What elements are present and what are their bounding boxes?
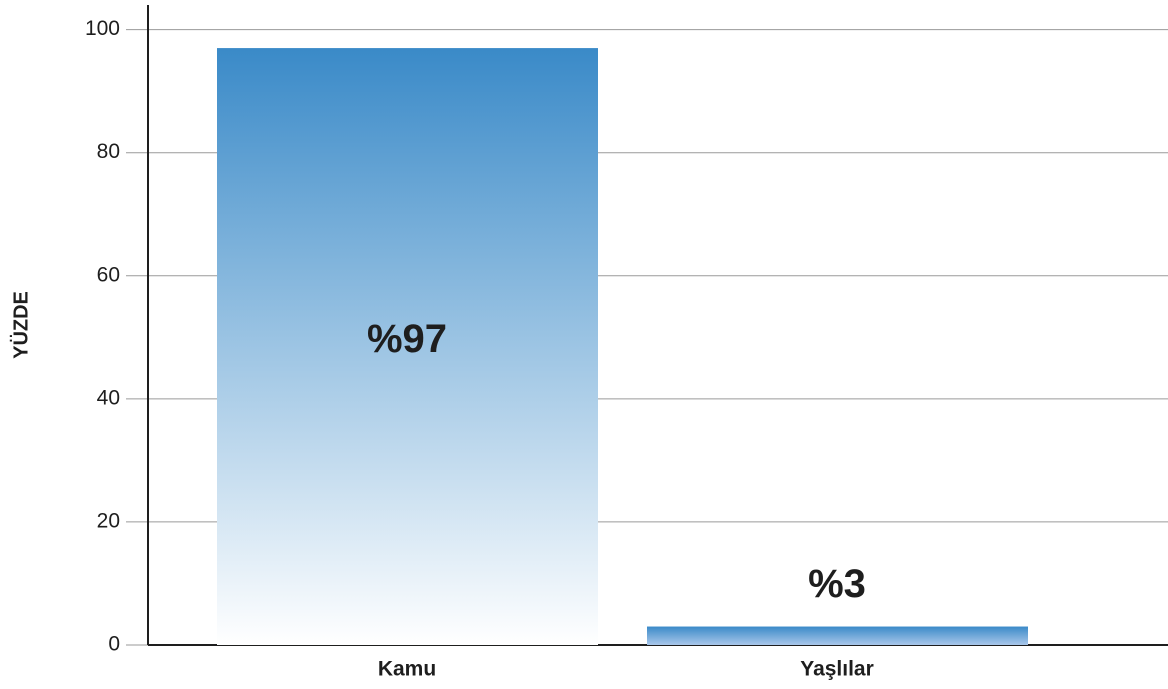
bar — [217, 48, 598, 646]
x-tick-label: Yaşlılar — [800, 658, 874, 681]
y-tick-label: 60 — [97, 263, 120, 286]
y-tick-label: 40 — [97, 386, 120, 409]
y-axis-title: YÜZDE — [9, 291, 32, 359]
y-tick-label: 0 — [108, 633, 120, 656]
x-tick-label: Kamu — [378, 658, 436, 681]
value-label: %3 — [808, 562, 866, 606]
value-label: %97 — [367, 317, 447, 361]
y-tick-label: 80 — [97, 140, 120, 163]
y-tick-label: 20 — [97, 509, 120, 532]
bar — [647, 626, 1028, 645]
y-tick-label: 100 — [85, 17, 120, 40]
